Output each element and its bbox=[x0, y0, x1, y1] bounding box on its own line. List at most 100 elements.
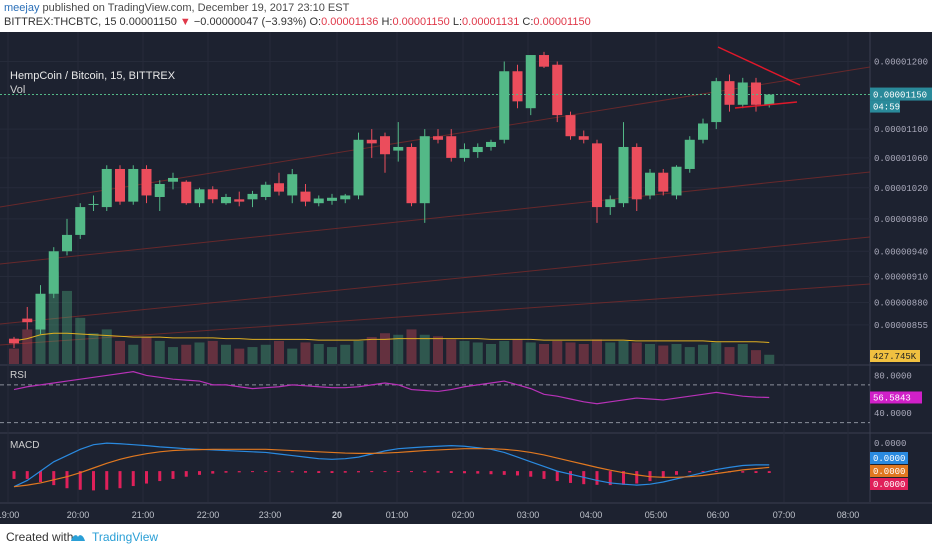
volume-bar bbox=[512, 339, 523, 364]
macd-histogram-bar bbox=[741, 471, 745, 473]
histogram-value-tag bbox=[870, 478, 908, 490]
volume-bar bbox=[181, 344, 192, 364]
close-label: C: bbox=[522, 16, 534, 28]
macd-histogram-bar bbox=[52, 471, 56, 486]
tradingview-logo-icon bbox=[71, 535, 85, 541]
resistance-trendline bbox=[717, 46, 801, 86]
volume-bar bbox=[168, 347, 178, 364]
macd-histogram-bar bbox=[370, 471, 374, 473]
macd-histogram-bar bbox=[410, 471, 413, 473]
macd-histogram-bar bbox=[39, 471, 42, 482]
volume-bar bbox=[446, 339, 457, 364]
histogram-value-label: 0.0000 bbox=[873, 480, 905, 490]
candle-body bbox=[631, 146, 642, 200]
macd-histogram-bar bbox=[608, 471, 612, 486]
macd-histogram-bar bbox=[714, 471, 718, 473]
y-tick-label: 0.00001100 bbox=[874, 125, 928, 135]
candle-body bbox=[327, 197, 337, 201]
macd-histogram-bar bbox=[330, 471, 334, 473]
created-with-text: Created with bbox=[6, 530, 74, 544]
volume-bar bbox=[539, 344, 549, 364]
publish-line: meejay published on TradingView.com, Dec… bbox=[4, 2, 349, 14]
macd-histogram-bar bbox=[555, 471, 559, 482]
candle-body bbox=[88, 203, 99, 205]
macd-histogram-bar bbox=[383, 471, 387, 473]
candle-body bbox=[128, 168, 139, 202]
candle-body bbox=[340, 195, 351, 200]
candle-body bbox=[35, 293, 46, 330]
volume-bar bbox=[671, 344, 682, 364]
x-tick-label: 19:00 bbox=[0, 510, 19, 520]
open-label: O: bbox=[309, 16, 322, 28]
volume-bar bbox=[353, 340, 364, 364]
volume-bar bbox=[274, 340, 284, 364]
macd-histogram-bar bbox=[635, 471, 639, 484]
macd-histogram-bar bbox=[423, 471, 427, 473]
candle-body bbox=[711, 81, 722, 123]
candle-body bbox=[274, 183, 284, 192]
volume-bar bbox=[631, 342, 642, 364]
open-value: 0.00001136 bbox=[321, 16, 379, 28]
candle-body bbox=[115, 168, 125, 202]
x-tick-label: 01:00 bbox=[386, 510, 409, 520]
macd-histogram-bar bbox=[251, 471, 254, 473]
candle-body bbox=[48, 251, 59, 294]
price-change: −0.00000047 (−3.93%) bbox=[193, 16, 307, 28]
macd-histogram-bar bbox=[118, 471, 122, 489]
candle-body bbox=[300, 191, 311, 202]
volume-bar bbox=[247, 347, 258, 364]
volume-bar bbox=[419, 334, 430, 364]
macd-histogram-bar bbox=[25, 471, 29, 479]
chart-title: HempCoin / Bitcoin, 15, BITTREX bbox=[10, 70, 176, 82]
macd-histogram-bar bbox=[661, 471, 665, 478]
volume-bar bbox=[724, 347, 735, 364]
macd-histogram-bar bbox=[436, 471, 440, 473]
candle-body bbox=[366, 139, 377, 144]
y-tick-label: 0.00000980 bbox=[874, 215, 928, 225]
candle-body bbox=[207, 189, 218, 200]
candle-body bbox=[499, 71, 510, 140]
candle-body bbox=[141, 168, 152, 196]
trend-channel-line bbox=[0, 283, 871, 346]
low-value: 0.00001131 bbox=[462, 16, 520, 28]
macd-histogram-bar bbox=[767, 471, 771, 473]
volume-bar bbox=[565, 342, 576, 364]
macd-histogram-bar bbox=[343, 471, 347, 473]
trend-channel-line bbox=[0, 236, 871, 325]
volume-bar bbox=[711, 342, 722, 364]
macd-histogram-bar bbox=[290, 471, 294, 473]
volume-bar bbox=[115, 340, 125, 364]
volume-bar bbox=[75, 317, 86, 364]
chart-canvas[interactable]: 19:00 20:00 21:00 22:00 23:00 20 01:00 02:00 03:… bbox=[0, 32, 932, 524]
candle-body bbox=[313, 198, 324, 204]
candle-body bbox=[751, 82, 761, 105]
macd-histogram-bar bbox=[542, 471, 546, 479]
macd-histogram-bar bbox=[224, 471, 228, 473]
volume-bar bbox=[552, 340, 563, 364]
volume-bar bbox=[605, 342, 616, 364]
macd-label: MACD bbox=[10, 440, 39, 451]
candle-body bbox=[512, 71, 523, 102]
macd-histogram-bar bbox=[184, 471, 188, 477]
volume-bar bbox=[645, 344, 655, 364]
macd-histogram-bar bbox=[105, 471, 109, 490]
macd-histogram-bar bbox=[516, 471, 519, 476]
volume-bar bbox=[393, 334, 404, 364]
candle-body bbox=[62, 234, 72, 252]
current-price: 0.00001150 bbox=[119, 16, 177, 28]
chart-area[interactable]: 19:00 20:00 21:00 22:00 23:00 20 01:00 02:00 03:… bbox=[0, 32, 932, 524]
volume-bar bbox=[9, 348, 19, 364]
macd-value-label: 0.0000 bbox=[873, 454, 905, 464]
candle-body bbox=[446, 136, 457, 158]
macd-histogram-bar bbox=[502, 471, 506, 475]
volume-bar bbox=[327, 347, 337, 364]
candle-body bbox=[605, 199, 616, 208]
macd-histogram-bar bbox=[595, 471, 599, 485]
author-link[interactable]: meejay bbox=[4, 2, 40, 14]
candle-body bbox=[486, 141, 496, 147]
volume-bar bbox=[592, 339, 602, 364]
macd-histogram-bar bbox=[131, 471, 135, 487]
volume-label: Vol bbox=[10, 84, 26, 96]
y-tick-label: 0.00000910 bbox=[874, 272, 928, 282]
tradingview-brand[interactable]: TradingView bbox=[92, 530, 159, 544]
